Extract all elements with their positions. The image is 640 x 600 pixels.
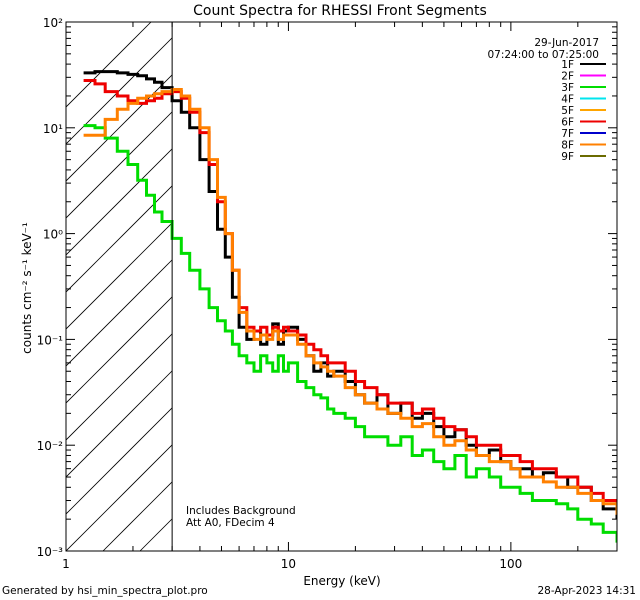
time-range-label: 07:24:00 to 07:25:00 bbox=[487, 49, 599, 61]
y-tick-labels: 10² 10¹ 10⁰ 10⁻¹ 10⁻² 10⁻³ bbox=[37, 16, 64, 559]
y-tick-label: 10⁰ bbox=[43, 228, 63, 242]
y-tick-label: 10¹ bbox=[43, 122, 63, 136]
hatch-mask bbox=[172, 22, 617, 551]
x-tick-label: 100 bbox=[499, 557, 522, 571]
plot-frame bbox=[65, 21, 618, 552]
date-label: 29-Jun-2017 bbox=[534, 37, 599, 49]
footer-generated-by: Generated by hsi_min_spectra_plot.pro bbox=[2, 585, 208, 597]
y-tick-label: 10⁻² bbox=[37, 439, 64, 453]
legend-label-2F: 2F bbox=[561, 71, 574, 83]
legend-label-4F: 4F bbox=[561, 94, 574, 106]
legend-label-6F: 6F bbox=[561, 117, 574, 129]
x-tick-label: 1 bbox=[62, 557, 70, 571]
hatch-line bbox=[621, 22, 640, 551]
annotation-attenuator: Att A0, FDecim 4 bbox=[186, 517, 275, 529]
y-tick-label: 10⁻¹ bbox=[37, 333, 64, 347]
x-tick-labels: 1 10 100 bbox=[62, 557, 522, 571]
legend-label-5F: 5F bbox=[561, 105, 574, 117]
legend-label-1F: 1F bbox=[561, 59, 574, 71]
legend-label-3F: 3F bbox=[561, 82, 574, 94]
footer-timestamp: 28-Apr-2023 14:31 bbox=[537, 585, 636, 597]
hatch-line bbox=[66, 22, 189, 145]
y-tick-label: 10⁻³ bbox=[37, 545, 64, 559]
legend-label-8F: 8F bbox=[561, 140, 574, 152]
x-tick-label: 10 bbox=[281, 557, 296, 571]
legend-label-7F: 7F bbox=[561, 128, 574, 140]
hatch-line bbox=[66, 22, 226, 182]
chart-title: Count Spectra for RHESSI Front Segments bbox=[193, 3, 487, 19]
annotation-background: Includes Background bbox=[186, 505, 296, 517]
excluded-energy-hatch bbox=[66, 22, 640, 551]
x-axis-label: Energy (keV) bbox=[303, 574, 380, 588]
series-3F-line bbox=[83, 124, 617, 543]
series-group bbox=[83, 70, 617, 543]
series-8F-line bbox=[83, 88, 617, 515]
y-tick-label: 10² bbox=[43, 16, 63, 30]
y-axis-label: counts cm⁻² s⁻¹ keV⁻¹ bbox=[20, 222, 34, 354]
legend-label-9F: 9F bbox=[561, 151, 574, 163]
